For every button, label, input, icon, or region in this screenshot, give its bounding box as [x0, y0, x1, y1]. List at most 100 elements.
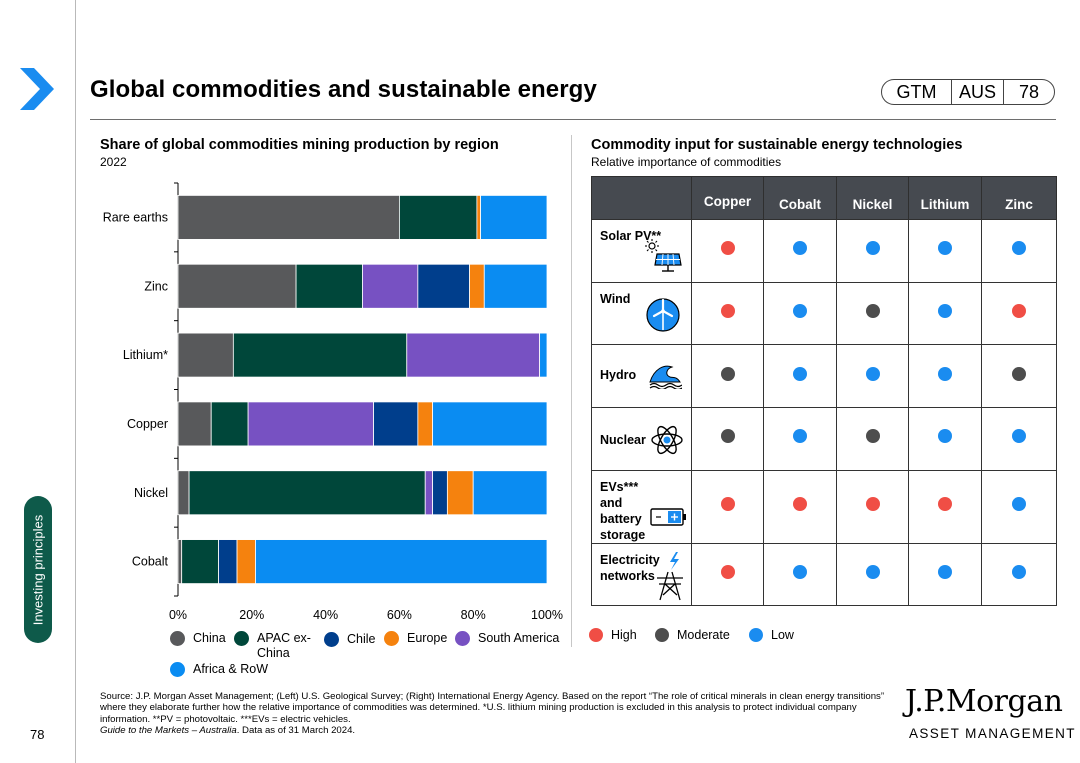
col-zinc: Zinc: [981, 176, 1057, 220]
row-label-electricity: Electricity networks: [591, 542, 692, 607]
row-label-text: Hydro: [600, 368, 637, 383]
level-dot: [938, 304, 952, 319]
legend-label-south-america: South America: [478, 631, 560, 645]
level-dot: [865, 429, 880, 444]
bar-segment: [177, 263, 297, 309]
bar-segment: [469, 263, 485, 309]
bar-segment: [177, 470, 190, 516]
legend-label-china: China: [193, 631, 226, 645]
badge-gtm: GTM: [882, 80, 952, 104]
battery-icon: [650, 508, 686, 526]
left-chart-subtitle: 2022: [100, 155, 127, 169]
legend-label-chile: Chile: [347, 632, 376, 646]
x-tick-label: 60%: [387, 608, 412, 622]
legend-europe: Europe: [384, 631, 447, 646]
level-dot: [865, 366, 880, 381]
legend-swatch-high: [589, 628, 603, 642]
bar-segment: [417, 401, 434, 447]
row-label-text: Solar PV**: [600, 229, 662, 243]
cell-hydro-zinc: [981, 344, 1057, 409]
legend-apac: APAC ex-China: [234, 631, 319, 661]
cell-nuclear-zinc: [981, 407, 1057, 471]
bar-segment: [188, 470, 426, 516]
legend-swatch-europe: [384, 631, 399, 646]
level-dot: [865, 497, 880, 512]
category-label: Lithium*: [123, 348, 168, 362]
cell-hydro-nickel: [836, 344, 909, 409]
level-dot: [720, 366, 735, 381]
bar-segment: [181, 539, 219, 584]
bar-segment: [177, 539, 183, 584]
matrix-row: Electricity networks: [591, 542, 1057, 607]
matrix-row: Wind: [591, 281, 1057, 346]
bar-segment: [232, 332, 408, 378]
atom-icon: [651, 426, 683, 455]
cell-wind-lithium: [908, 281, 982, 346]
legend-swatch-apac: [234, 631, 249, 646]
cell-nuclear-lithium: [908, 407, 982, 471]
col-copper: Copper: [691, 176, 764, 220]
legend-china: China: [170, 631, 226, 646]
badge-page: 78: [1018, 81, 1040, 102]
cell-wind-copper: [691, 281, 764, 346]
level-dot: [865, 565, 880, 580]
cell-evs-zinc: [981, 469, 1057, 544]
bar-segment: [424, 470, 434, 516]
bar-segment: [476, 195, 481, 240]
cell-wind-cobalt: [763, 281, 837, 346]
category-label: Zinc: [144, 279, 168, 293]
matrix-row: EVs*** and battery storage: [591, 469, 1057, 544]
bar-segment: [373, 401, 419, 447]
bar-segment: [362, 263, 419, 309]
stacked-bar-chart: Rare earths Zinc Lithium* Copper Nickel Cobal…: [103, 182, 563, 622]
asset-management-label: ASSET MANAGEMENT: [909, 726, 1076, 741]
commodity-matrix: Copper Cobalt Nickel Lithium Zinc Solar …: [591, 176, 1057, 607]
cell-electricity-zinc: [981, 542, 1057, 607]
row-label-hydro: Hydro: [591, 344, 692, 409]
legend-label-moderate: Moderate: [677, 628, 730, 642]
chevron-right-icon: [20, 68, 54, 110]
matrix-row: Solar PV**: [591, 219, 1057, 283]
guide-title: Guide to the Markets – Australia: [100, 724, 237, 736]
badge-aus: AUS: [952, 80, 1004, 104]
bar-segment: [446, 470, 474, 516]
category-label: Rare earths: [103, 210, 168, 224]
matrix-row: Nuclear: [591, 407, 1057, 471]
bar-segment: [177, 332, 234, 378]
level-dot: [720, 429, 735, 444]
matrix-header-row: Copper Cobalt Nickel Lithium Zinc: [591, 176, 1057, 220]
level-dot: [1012, 304, 1026, 319]
legend-label-apac: APAC ex-China: [257, 631, 311, 660]
legend-swatch-africa-row: [170, 662, 185, 677]
level-dot: [938, 366, 952, 381]
level-dot: [938, 565, 952, 580]
bar-segment: [472, 470, 548, 516]
row-label-text: Nuclear: [600, 433, 646, 448]
row-label-solar: Solar PV**: [591, 219, 692, 283]
level-dot: [938, 497, 952, 512]
level-dot: [1012, 497, 1026, 512]
cell-evs-lithium: [908, 469, 982, 544]
title-rule: [90, 119, 1056, 120]
level-dot: [720, 497, 735, 512]
legend-label-europe: Europe: [407, 631, 448, 645]
bar-segment: [483, 263, 548, 309]
col-nickel: Nickel: [836, 176, 909, 220]
row-label-evs: EVs*** and battery storage: [591, 469, 692, 544]
legend-swatch-china: [170, 631, 185, 646]
side-tab[interactable]: Investing principles: [24, 496, 52, 643]
cell-wind-nickel: [836, 281, 909, 346]
bar-segment: [406, 332, 541, 378]
cell-solar-lithium: [908, 219, 982, 283]
legend-swatch-chile: [324, 632, 339, 647]
power-tower-icon: [657, 551, 683, 600]
cell-electricity-copper: [691, 542, 764, 607]
cell-evs-copper: [691, 469, 764, 544]
level-dot: [793, 429, 807, 444]
legend-label-low: Low: [771, 628, 794, 642]
legend-label-africa-row: Africa & RoW: [193, 662, 269, 676]
row-label-text: Electricity networks: [600, 552, 660, 583]
x-tick-label: 40%: [313, 608, 338, 622]
bar-segment: [480, 195, 548, 240]
legend-swatch-south-america: [455, 631, 470, 646]
